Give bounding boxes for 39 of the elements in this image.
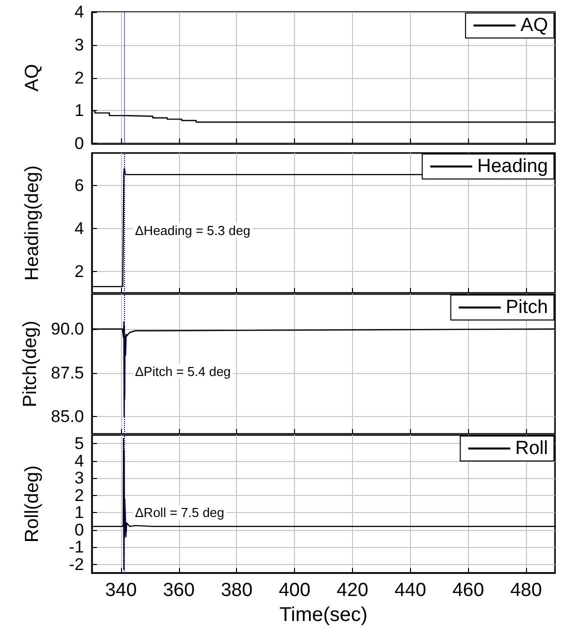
annotation: ΔHeading = 5.3 deg <box>135 223 250 238</box>
y-axis-title: Heading(deg) <box>22 165 43 281</box>
annotation: ΔPitch = 5.4 deg <box>135 364 231 379</box>
y-tick-label: 90.0 <box>50 320 84 338</box>
y-tick-label: 4 <box>74 2 84 22</box>
y-axis-title: Roll(deg) <box>22 465 43 543</box>
x-tick-label: 360 <box>162 580 195 601</box>
x-tick-label: 340 <box>105 580 137 601</box>
x-tick-label: 380 <box>220 580 253 601</box>
legend-label: AQ <box>520 15 548 36</box>
y-tick-label: 6 <box>74 176 84 195</box>
y-tick-label: -1 <box>68 538 84 557</box>
y-tick-label: 2 <box>74 68 84 88</box>
y-tick-label: 0 <box>74 134 84 153</box>
y-tick-label: 5 <box>74 434 84 454</box>
x-tick-label: 420 <box>336 580 368 601</box>
annotation: ΔRoll = 7.5 deg <box>135 505 224 520</box>
x-tick-label: 440 <box>394 580 426 601</box>
x-axis-title: Time(sec) <box>279 604 368 626</box>
x-tick-label: 460 <box>452 580 484 601</box>
y-tick-label: 4 <box>74 451 84 470</box>
y-tick-label: 1 <box>74 503 84 522</box>
x-tick-label: 400 <box>278 580 310 601</box>
legend-label: Heading <box>477 156 548 177</box>
y-tick-label: 4 <box>74 218 84 238</box>
y-tick-label: 3 <box>74 468 84 488</box>
x-tick-label: 480 <box>510 580 542 601</box>
y-axis-title: AQ <box>22 64 43 92</box>
y-tick-label: 0 <box>74 520 84 540</box>
legend-label: Pitch <box>506 297 548 318</box>
legend-label: Roll <box>515 438 548 459</box>
y-tick-label: 3 <box>74 35 84 54</box>
y-axis-title: Pitch(deg) <box>20 320 42 408</box>
y-tick-label: -2 <box>68 554 84 574</box>
y-tick-label: 2 <box>74 262 84 281</box>
y-tick-label: 1 <box>74 101 84 120</box>
y-tick-label: 85.0 <box>50 407 84 426</box>
y-tick-label: 87.5 <box>50 363 84 382</box>
y-tick-label: 2 <box>74 486 84 505</box>
